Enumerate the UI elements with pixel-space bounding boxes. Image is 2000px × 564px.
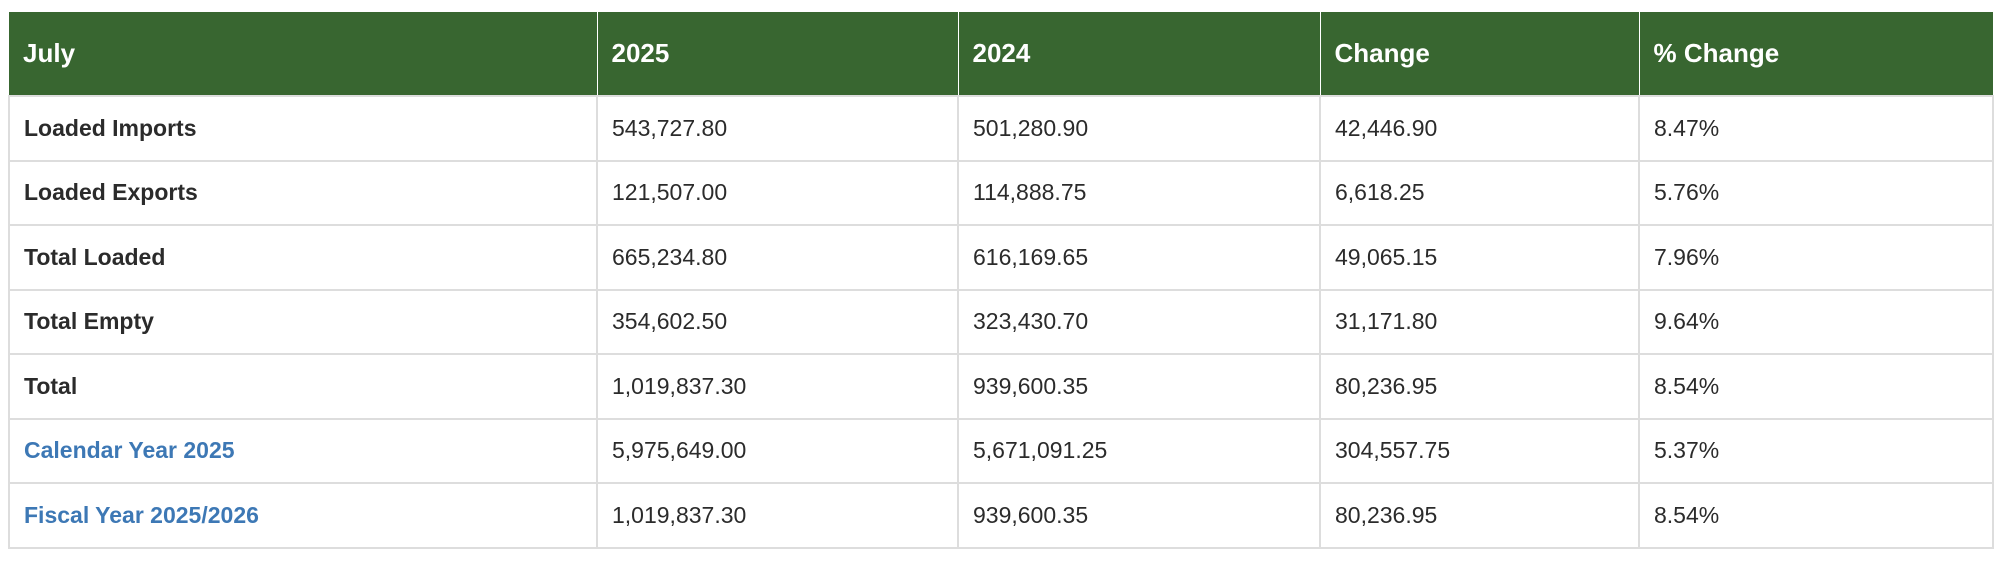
cell-2025: 665,234.80	[596, 224, 959, 291]
cell-percent-change: 5.37%	[1638, 417, 1994, 484]
table-row: Loaded Exports 121,507.00 114,888.75 6,6…	[8, 159, 1994, 226]
cell-percent-change: 7.96%	[1638, 224, 1994, 291]
cell-2024: 323,430.70	[957, 288, 1321, 355]
table-row: Total Loaded 665,234.80 616,169.65 49,06…	[8, 224, 1994, 291]
row-label-total-loaded: Total Loaded	[8, 224, 598, 291]
cell-percent-change: 5.76%	[1638, 159, 1994, 226]
cell-2025: 121,507.00	[596, 159, 959, 226]
fiscal-year-link[interactable]: Fiscal Year 2025/2026	[8, 482, 598, 549]
cell-percent-change: 8.54%	[1638, 482, 1994, 549]
cell-2024: 939,600.35	[957, 353, 1321, 420]
table-row: Total 1,019,837.30 939,600.35 80,236.95 …	[8, 353, 1994, 420]
header-year-prior: 2024	[957, 12, 1321, 96]
row-label-loaded-imports: Loaded Imports	[8, 95, 598, 162]
cell-2024: 501,280.90	[957, 95, 1321, 162]
cell-2025: 354,602.50	[596, 288, 959, 355]
cell-change: 49,065.15	[1319, 224, 1640, 291]
cell-change: 304,557.75	[1319, 417, 1640, 484]
row-label-total-empty: Total Empty	[8, 288, 598, 355]
table-body: Loaded Imports 543,727.80 501,280.90 42,…	[8, 95, 1994, 549]
cell-change: 80,236.95	[1319, 482, 1640, 549]
table-row: Loaded Imports 543,727.80 501,280.90 42,…	[8, 95, 1994, 162]
cell-2024: 616,169.65	[957, 224, 1321, 291]
table-row: Calendar Year 2025 5,975,649.00 5,671,09…	[8, 417, 1994, 484]
table-row: Total Empty 354,602.50 323,430.70 31,171…	[8, 288, 1994, 355]
header-percent-change: % Change	[1638, 12, 1993, 96]
cell-change: 6,618.25	[1319, 159, 1640, 226]
cell-percent-change: 8.54%	[1638, 353, 1994, 420]
table-header: July 2025 2024 Change % Change	[9, 12, 1993, 96]
cell-2024: 5,671,091.25	[957, 417, 1321, 484]
cell-2024: 939,600.35	[957, 482, 1321, 549]
cell-change: 80,236.95	[1319, 353, 1640, 420]
volume-table-container: July 2025 2024 Change % Change Loaded Im…	[8, 12, 1994, 549]
cell-percent-change: 8.47%	[1638, 95, 1994, 162]
row-label-loaded-exports: Loaded Exports	[8, 159, 598, 226]
calendar-year-link[interactable]: Calendar Year 2025	[8, 417, 598, 484]
cell-2025: 543,727.80	[596, 95, 959, 162]
header-year-current: 2025	[596, 12, 959, 96]
header-row: July 2025 2024 Change % Change	[9, 12, 1993, 96]
cell-2025: 1,019,837.30	[596, 482, 959, 549]
cell-percent-change: 9.64%	[1638, 288, 1994, 355]
table-row: Fiscal Year 2025/2026 1,019,837.30 939,6…	[8, 482, 1994, 549]
cell-change: 42,446.90	[1319, 95, 1640, 162]
header-change: Change	[1319, 12, 1640, 96]
row-label-total: Total	[8, 353, 598, 420]
cell-2025: 1,019,837.30	[596, 353, 959, 420]
cell-2025: 5,975,649.00	[596, 417, 959, 484]
teu-volume-table: July 2025 2024 Change % Change Loaded Im…	[8, 12, 1994, 549]
cell-change: 31,171.80	[1319, 288, 1640, 355]
cell-2024: 114,888.75	[957, 159, 1321, 226]
header-month: July	[9, 12, 598, 96]
